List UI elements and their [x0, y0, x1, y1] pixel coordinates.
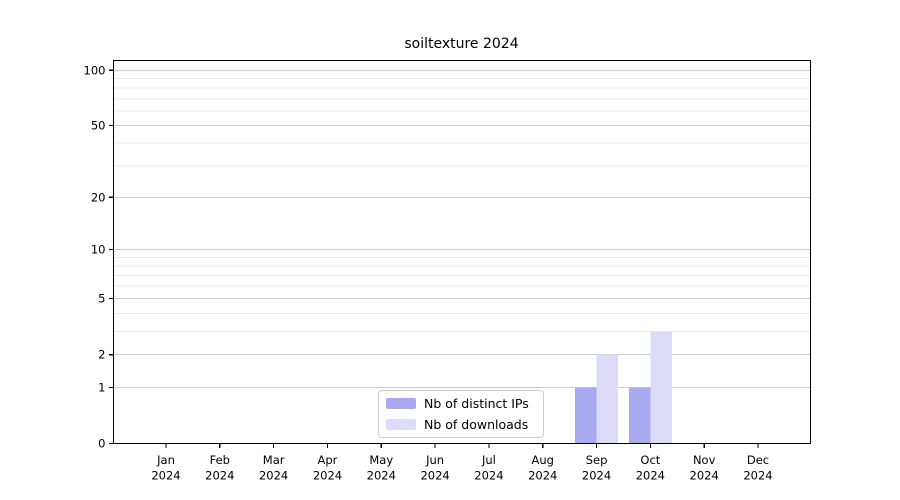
x-axis-ticks [165, 443, 759, 448]
y-axis-labels: 0 1 2 5 10 20 50 100 [84, 63, 106, 450]
legend-swatch-downloads [386, 418, 416, 430]
x-tick-label-year: 2024 [528, 469, 557, 483]
x-tick-label-month: Feb [210, 453, 230, 467]
x-tick-label-year: 2024 [313, 469, 342, 483]
x-tick-label-year: 2024 [151, 469, 180, 483]
x-tick-label-year: 2024 [259, 469, 288, 483]
x-tick-label-month: Jun [425, 453, 444, 467]
x-tick-label-month: Dec [747, 453, 769, 467]
x-tick-label-month: Oct [640, 453, 660, 467]
y-tick-label: 20 [91, 190, 106, 204]
x-tick-label-year: 2024 [420, 469, 449, 483]
legend-item-distinct-ips: Nb of distinct IPs [386, 396, 543, 412]
y-axis-ticks [109, 69, 114, 445]
grid-major-group [113, 69, 811, 388]
x-tick-label-year: 2024 [690, 469, 719, 483]
y-tick-label: 5 [98, 292, 105, 306]
x-tick-label-month: Jan [156, 453, 175, 467]
plot-frame [112, 59, 812, 445]
legend-label-distinct-ips: Nb of distinct IPs [424, 396, 529, 412]
bars-group [575, 331, 672, 444]
x-tick-label-month: Nov [693, 453, 716, 467]
y-tick-label: 100 [84, 63, 106, 77]
legend-swatch-distinct-ips [386, 398, 416, 410]
chart-title: soiltexture 2024 [404, 36, 519, 52]
x-axis-labels: Jan 2024 Feb 2024 Mar 2024 Apr 2024 May 2024 Jun 20… [151, 453, 772, 483]
x-tick-label-year: 2024 [636, 469, 665, 483]
x-tick-label-month: Jul [481, 453, 496, 467]
x-tick-label-month: Mar [263, 453, 285, 467]
bar-downloads [650, 331, 672, 444]
y-tick-label: 10 [91, 243, 106, 257]
bar-distinct-ips [575, 387, 597, 444]
bar-downloads [596, 354, 619, 444]
y-tick-label: 50 [91, 119, 106, 133]
grid-minor-group [113, 78, 811, 332]
y-tick-label: 0 [98, 437, 105, 451]
x-tick-label-year: 2024 [743, 469, 772, 483]
x-tick-label-year: 2024 [205, 469, 234, 483]
y-tick-label: 1 [98, 380, 105, 394]
x-tick-label-year: 2024 [582, 469, 611, 483]
x-tick-label-year: 2024 [474, 469, 503, 483]
legend-item-downloads: Nb of downloads [386, 416, 543, 432]
x-tick-label-year: 2024 [367, 469, 396, 483]
bar-distinct-ips [628, 387, 651, 444]
x-tick-label-month: May [369, 453, 393, 467]
legend: Nb of distinct IPs Nb of downloads [378, 390, 544, 438]
x-tick-label-month: Apr [318, 453, 338, 467]
y-tick-label: 2 [98, 348, 105, 362]
x-tick-label-month: Sep [586, 453, 608, 467]
legend-label-downloads: Nb of downloads [424, 416, 529, 432]
x-tick-label-month: Aug [531, 453, 553, 467]
